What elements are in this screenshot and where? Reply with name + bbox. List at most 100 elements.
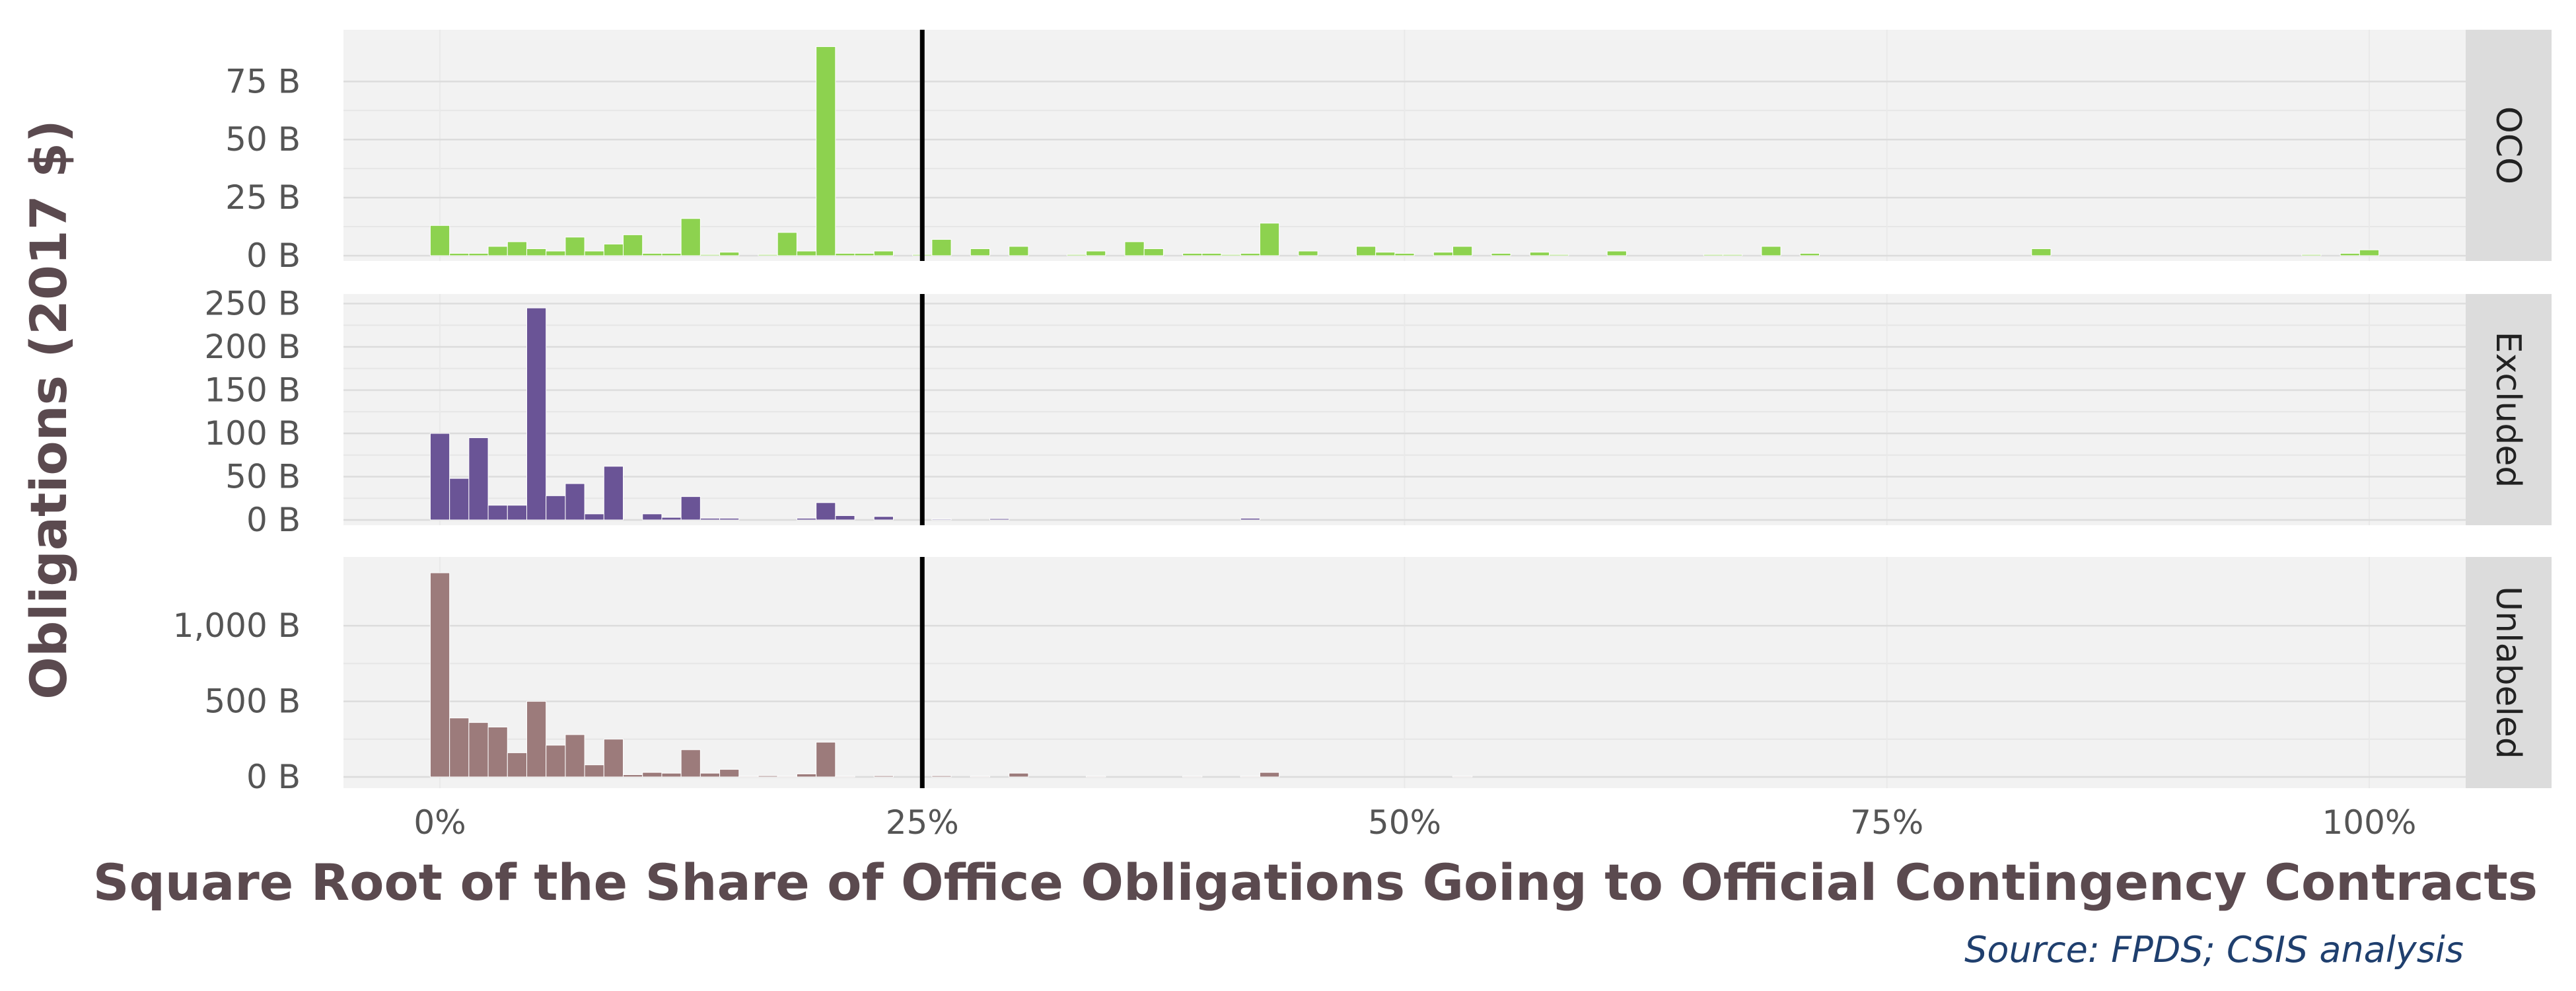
histogram-bar	[546, 495, 566, 521]
histogram-bar	[816, 502, 836, 521]
histogram-bar	[1182, 776, 1203, 778]
histogram-bar	[1491, 252, 1511, 256]
histogram-bar	[661, 517, 682, 521]
panel-oco: 0 B 25 B 50 B 75 B OCO	[225, 30, 2552, 275]
histogram-bar	[1355, 246, 1377, 256]
histogram-bar	[507, 241, 527, 256]
histogram-bar	[1606, 250, 1627, 256]
histogram-bar	[719, 252, 740, 256]
facet-strip-label: Excluded	[2488, 332, 2528, 488]
facet-strip	[2466, 294, 2552, 525]
histogram-bar	[1394, 252, 1415, 256]
histogram-bar	[1066, 254, 1087, 256]
histogram-bar	[603, 739, 624, 778]
histogram-bar	[584, 513, 604, 521]
x-tick-label: 25%	[886, 803, 959, 842]
facet-strip	[2466, 557, 2552, 788]
source-note: Source: FPDS; CSIS analysis	[1964, 929, 2464, 971]
facet-panels: 0 B 25 B 50 B 75 B OCO 0 B 50 B 100 B 150 B 200 B…	[173, 30, 2552, 796]
histogram-bar	[623, 774, 643, 778]
x-tick-label: 50%	[1368, 803, 1441, 842]
histogram-bar	[738, 776, 759, 778]
histogram-bar	[1086, 250, 1106, 256]
histogram-bar	[680, 496, 701, 521]
histogram-bar	[429, 433, 450, 521]
histogram-bar	[565, 734, 585, 778]
histogram-bar	[1240, 517, 1260, 521]
histogram-bar	[777, 232, 797, 256]
histogram-bar	[699, 254, 721, 256]
histogram-bar	[449, 478, 470, 521]
histogram-bar	[1452, 776, 1473, 778]
histogram-bar	[835, 776, 855, 778]
histogram-bar	[1086, 776, 1106, 778]
histogram-bar	[680, 218, 701, 256]
histogram-bar	[1703, 254, 1723, 256]
histogram-bar	[468, 252, 489, 256]
histogram-bar	[1240, 252, 1260, 256]
histogram-bar	[546, 250, 566, 256]
histogram-bar	[468, 722, 489, 778]
histogram-bar	[1221, 254, 1241, 256]
histogram-bar	[2340, 252, 2360, 256]
histogram-bar	[449, 717, 470, 778]
x-axis: 0% 25% 50% 75% 100%	[413, 803, 2416, 842]
histogram-bar	[680, 749, 701, 778]
y-tick-label: 0 B	[246, 237, 301, 275]
histogram-bar	[699, 772, 721, 778]
histogram-bar	[1549, 254, 1569, 256]
histogram-bar	[835, 515, 855, 521]
histogram-bar	[931, 775, 952, 778]
facet-strip-label: Unlabeled	[2488, 586, 2528, 759]
x-axis-title: Square Root of the Share of Office Oblig…	[93, 853, 2538, 912]
histogram-bar	[565, 483, 585, 521]
histogram-bar	[642, 252, 662, 256]
histogram-bar	[873, 516, 894, 521]
histogram-bar	[719, 517, 740, 521]
histogram-bar	[777, 776, 797, 778]
histogram-bar	[758, 254, 778, 256]
facet-strip	[2466, 30, 2552, 261]
histogram-bar	[1298, 250, 1318, 256]
histogram-bar	[526, 307, 547, 521]
histogram-bar	[603, 466, 624, 521]
y-axis-title: Obligations (2017 $)	[19, 120, 78, 700]
histogram-bar	[970, 248, 991, 256]
histogram-bar	[565, 237, 585, 256]
histogram-bar	[873, 775, 894, 778]
histogram-bar	[429, 572, 450, 778]
histogram-bar	[970, 776, 991, 778]
y-tick-label: 250 B	[204, 285, 301, 323]
histogram-bar	[1722, 254, 1743, 256]
y-tick-label: 150 B	[204, 371, 301, 410]
histogram-bar	[1259, 223, 1280, 256]
y-tick-label: 200 B	[204, 328, 301, 366]
histogram-bar	[2301, 254, 2322, 256]
histogram-bar	[1375, 252, 1396, 256]
histogram-bar	[1009, 246, 1029, 256]
x-tick-label: 100%	[2322, 803, 2416, 842]
panel-excluded: 0 B 50 B 100 B 150 B 200 B 250 B Excluded	[204, 285, 2552, 539]
y-tick-label: 0 B	[246, 501, 301, 539]
histogram-bar	[1182, 252, 1203, 256]
histogram-bar	[873, 250, 894, 256]
histogram-bar	[661, 252, 682, 256]
histogram-bar	[1143, 248, 1164, 256]
histogram-bar	[507, 752, 527, 778]
y-tick-label: 500 B	[204, 682, 301, 721]
histogram-bar	[623, 234, 643, 256]
histogram-bar	[816, 46, 836, 256]
histogram-bar	[1799, 252, 1820, 256]
histogram-bar	[584, 764, 604, 778]
histogram-bar	[429, 225, 450, 256]
y-tick-label: 50 B	[225, 458, 301, 496]
histogram-bar	[449, 252, 470, 256]
histogram-bar	[1452, 246, 1473, 256]
histogram-bar	[487, 505, 508, 521]
y-tick-label: 75 B	[225, 62, 301, 100]
histogram-bar	[507, 505, 527, 521]
histogram-bar	[1201, 252, 1222, 256]
histogram-bar	[526, 701, 547, 778]
histogram-bar	[603, 243, 624, 256]
histogram-bar	[642, 513, 662, 521]
